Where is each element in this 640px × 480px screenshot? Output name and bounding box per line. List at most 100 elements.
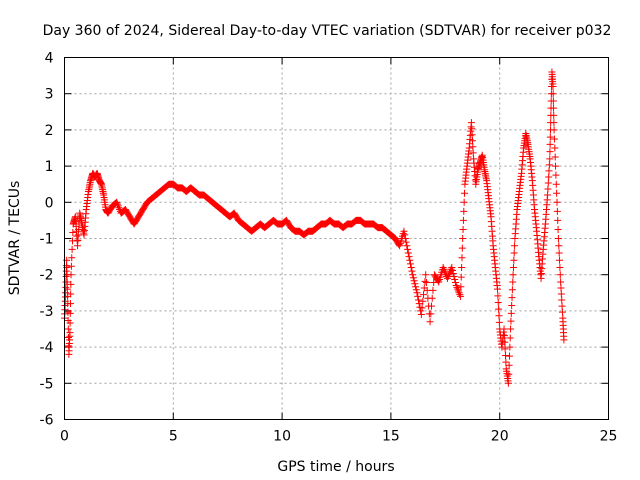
data-point-fill	[405, 253, 413, 261]
data-point-fill	[457, 273, 465, 281]
data-point-fill	[506, 334, 514, 342]
data-point-fill	[494, 292, 502, 300]
data-point-fill	[403, 242, 411, 250]
data-point-fill	[406, 260, 414, 268]
data-point-fill	[409, 274, 417, 282]
data-point-fill	[554, 225, 562, 233]
y-tick-label: -1	[40, 232, 54, 248]
data-point	[66, 329, 74, 337]
chart-title: Day 360 of 2024, Sidereal Day-to-day VTE…	[43, 23, 612, 39]
data-point-fill	[417, 307, 425, 315]
data-point-fill	[410, 277, 418, 285]
data-point-fill	[510, 249, 518, 257]
data-point-fill	[434, 277, 442, 285]
data-point	[500, 325, 508, 333]
data-point-fill	[545, 167, 553, 175]
x-tick-label: 20	[491, 429, 509, 445]
data-point-fill	[558, 308, 566, 316]
data-point-fill	[114, 202, 122, 210]
data-point-fill	[428, 294, 436, 302]
data-point-fill	[454, 287, 462, 295]
data-point-fill	[67, 290, 75, 298]
data-points	[61, 68, 568, 387]
data-point-fill	[428, 302, 436, 310]
data-point-fill	[401, 235, 409, 242]
gridlines	[64, 57, 609, 420]
data-point-fill	[453, 283, 461, 291]
data-point	[459, 235, 467, 242]
data-point-fill	[553, 198, 561, 206]
data-point-fill	[550, 104, 558, 112]
data-point-fill	[420, 291, 428, 299]
data-point-fill	[508, 301, 516, 309]
data-point-fill	[495, 312, 503, 320]
data-point-fill	[469, 143, 477, 151]
data-point-fill	[549, 90, 557, 98]
data-point-fill	[549, 97, 557, 105]
data-point-fill	[440, 265, 448, 273]
y-tick-label: 0	[45, 195, 54, 211]
data-point-fill	[502, 352, 510, 360]
data-point-fill	[406, 256, 414, 264]
data-point-fill	[495, 305, 503, 313]
y-tick-label: -2	[40, 268, 54, 284]
data-point-fill	[469, 149, 477, 157]
data-point-fill	[67, 280, 75, 288]
data-point-fill	[66, 309, 74, 317]
data-point	[544, 191, 552, 199]
data-point-fill	[459, 225, 467, 233]
data-point	[439, 263, 447, 271]
x-tick-label: 10	[273, 429, 291, 445]
data-point	[507, 325, 515, 333]
data-point-fill	[455, 289, 463, 297]
data-point-fill	[469, 137, 476, 145]
data-point-fill	[550, 135, 558, 143]
data-point-fill	[68, 254, 76, 262]
y-tick-label: 2	[45, 123, 54, 139]
data-point-fill	[460, 198, 468, 206]
data-point-fill	[505, 370, 513, 378]
data-point-fill	[461, 189, 469, 197]
data-point-fill	[507, 317, 515, 325]
data-point-fill	[546, 148, 554, 156]
data-point-fill	[422, 279, 430, 287]
data-point-fill	[63, 285, 71, 293]
data-point-fill	[505, 361, 513, 369]
data-point-fill	[509, 263, 517, 271]
data-point-fill	[546, 140, 554, 148]
data-point-fill	[507, 309, 515, 317]
data-point-fill	[551, 153, 559, 161]
data-point-fill	[494, 298, 502, 306]
data-point	[443, 274, 451, 282]
data-point-fill	[555, 249, 563, 257]
data-point	[452, 282, 460, 290]
data-point-fill	[411, 280, 419, 288]
data-point-fill	[545, 161, 553, 169]
data-point-fill	[556, 256, 564, 264]
data-point-fill	[544, 185, 552, 193]
data-point	[554, 235, 562, 242]
data-point-fill	[408, 267, 416, 275]
data-point-fill	[451, 276, 459, 284]
x-tick-label: 15	[382, 429, 400, 445]
x-tick-label: 25	[600, 429, 618, 445]
x-axis-label: GPS time / hours	[277, 459, 394, 475]
data-point-fill	[558, 302, 566, 310]
data-point-fill	[418, 304, 426, 312]
data-point-fill	[421, 277, 429, 285]
data-point-fill	[113, 200, 121, 208]
data-point	[552, 180, 560, 188]
data-point	[404, 249, 412, 257]
data-point-fill	[450, 273, 458, 281]
data-point-fill	[558, 296, 566, 304]
data-point-fill	[509, 271, 517, 279]
data-point	[550, 126, 558, 134]
data-point-fill	[414, 296, 422, 304]
data-point-fill	[550, 111, 558, 119]
data-point-fill	[445, 271, 453, 279]
y-tick-label: 3	[45, 87, 54, 103]
data-point-fill	[451, 279, 459, 287]
data-point	[557, 278, 565, 286]
plot-frame	[64, 57, 609, 420]
